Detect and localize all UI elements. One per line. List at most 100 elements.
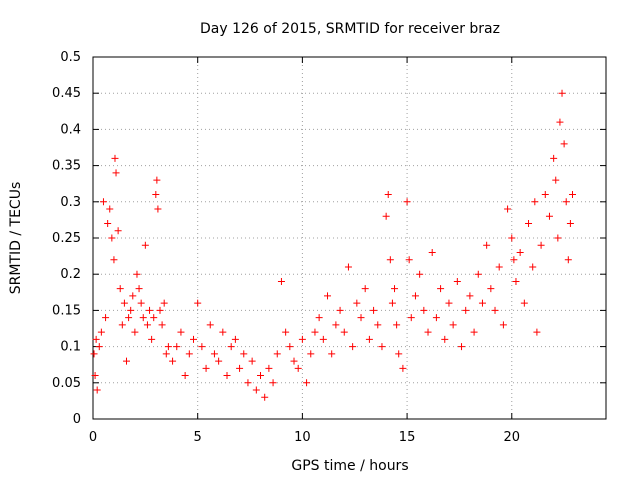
data-point xyxy=(319,335,327,343)
data-point xyxy=(407,314,415,322)
data-point xyxy=(131,328,139,336)
y-tick-label: 0.2 xyxy=(60,267,81,282)
data-point xyxy=(252,386,260,394)
y-tick-label: 0.4 xyxy=(60,122,81,137)
data-point xyxy=(215,357,223,365)
data-point xyxy=(148,335,156,343)
grid xyxy=(93,57,606,419)
data-point xyxy=(95,343,103,351)
data-point xyxy=(133,270,141,278)
data-point xyxy=(164,343,172,351)
data-point xyxy=(332,321,340,329)
data-point xyxy=(307,350,315,358)
data-point xyxy=(568,191,576,199)
data-point xyxy=(428,248,436,256)
data-point xyxy=(102,314,110,322)
data-point xyxy=(328,350,336,358)
data-point xyxy=(483,241,491,249)
data-point xyxy=(336,306,344,314)
y-tick-label: 0.05 xyxy=(52,376,81,391)
data-point xyxy=(156,306,164,314)
data-point xyxy=(111,154,119,162)
data-point xyxy=(219,328,227,336)
data-point xyxy=(190,335,198,343)
x-tick-label: 20 xyxy=(504,430,521,445)
data-point xyxy=(116,285,124,293)
data-point xyxy=(152,191,160,199)
data-point xyxy=(531,198,539,206)
y-tick-label: 0.1 xyxy=(60,340,81,355)
data-point xyxy=(388,299,396,307)
data-point xyxy=(162,350,170,358)
data-point xyxy=(550,154,558,162)
y-tick-label: 0 xyxy=(73,412,81,427)
data-point xyxy=(91,372,99,380)
data-point xyxy=(533,328,541,336)
data-point xyxy=(265,364,273,372)
data-point xyxy=(541,191,549,199)
data-point xyxy=(185,350,193,358)
data-point xyxy=(386,256,394,264)
y-tick-label: 0.3 xyxy=(60,195,81,210)
data-point xyxy=(384,191,392,199)
data-point xyxy=(508,234,516,242)
data-point xyxy=(290,357,298,365)
data-point xyxy=(516,248,524,256)
data-point xyxy=(315,314,323,322)
data-point xyxy=(273,350,281,358)
data-point xyxy=(173,343,181,351)
data-point xyxy=(227,343,235,351)
y-tick-label: 0.35 xyxy=(52,159,81,174)
data-point xyxy=(106,205,114,213)
data-point xyxy=(361,285,369,293)
data-point xyxy=(432,314,440,322)
data-point xyxy=(510,256,518,264)
data-point xyxy=(374,321,382,329)
data-point xyxy=(143,321,151,329)
data-point xyxy=(104,220,112,228)
data-point xyxy=(202,364,210,372)
data-point xyxy=(294,364,302,372)
data-point xyxy=(210,350,218,358)
data-point xyxy=(393,321,401,329)
data-point xyxy=(512,277,520,285)
y-tick-label: 0.15 xyxy=(52,303,81,318)
chart-title: Day 126 of 2015, SRMTID for receiver bra… xyxy=(200,21,500,37)
ticks: 0 0.05 0.1 0.15 0.2 0.25 0.3 0.35 0.4 0.45 0.5 0 5 10… xyxy=(52,50,606,445)
y-axis-label: SRMTID / TECUs xyxy=(8,182,24,295)
data-point xyxy=(90,350,98,358)
data-point xyxy=(129,292,137,300)
scatter-points xyxy=(90,89,576,401)
data-point xyxy=(240,350,248,358)
data-point xyxy=(206,321,214,329)
y-tick-label: 0.45 xyxy=(52,86,81,101)
data-point xyxy=(558,89,566,97)
data-point xyxy=(123,357,131,365)
data-point xyxy=(141,241,149,249)
x-tick-label: 5 xyxy=(194,430,202,445)
data-point xyxy=(146,306,154,314)
data-point xyxy=(487,285,495,293)
data-point xyxy=(474,270,482,278)
data-point xyxy=(395,350,403,358)
data-point xyxy=(357,314,365,322)
data-point xyxy=(495,263,503,271)
data-point xyxy=(491,306,499,314)
data-point xyxy=(324,292,332,300)
data-point xyxy=(181,372,189,380)
data-point xyxy=(445,299,453,307)
data-point xyxy=(478,299,486,307)
data-point xyxy=(110,256,118,264)
data-point xyxy=(420,306,428,314)
data-point xyxy=(529,263,537,271)
data-point xyxy=(120,299,128,307)
data-point xyxy=(257,372,265,380)
data-point xyxy=(344,263,352,271)
x-axis-label: GPS time / hours xyxy=(291,458,408,474)
data-point xyxy=(520,299,528,307)
data-point xyxy=(127,306,135,314)
data-point xyxy=(424,328,432,336)
data-point xyxy=(370,306,378,314)
data-point xyxy=(194,299,202,307)
data-point xyxy=(349,343,357,351)
